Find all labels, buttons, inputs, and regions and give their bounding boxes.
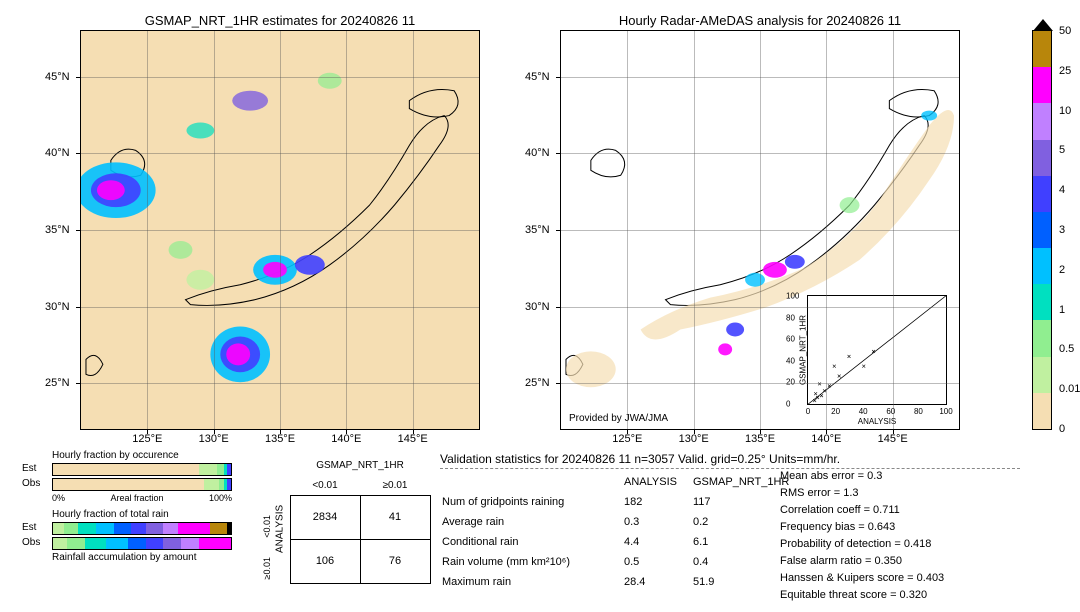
metrics-list: Mean abs error = 0.3RMS error = 1.3Corre…	[780, 468, 944, 604]
obs-label-2: Obs	[22, 537, 40, 548]
metric-row: Correlation coeff = 0.711	[780, 502, 944, 519]
metric-row: RMS error = 1.3	[780, 485, 944, 502]
colorbar-label: 25	[1059, 65, 1071, 77]
stats-row-a: 182	[624, 493, 691, 511]
occurence-obs-bar	[52, 478, 232, 491]
occurence-est-bar	[52, 463, 232, 476]
provided-by-label: Provided by JWA/JMA	[567, 412, 670, 425]
contingency-table: GSMAP_NRT_1HR ANALYSIS <0.01 ≥0.01 2834 …	[270, 455, 430, 583]
colorbar-label: 0.01	[1059, 383, 1080, 395]
colorbar-label: 50	[1059, 25, 1071, 37]
colorbar-label: 4	[1059, 184, 1065, 196]
metric-row: Hanssen & Kuipers score = 0.403	[780, 570, 944, 587]
inset-scatter-plot: GSMAP_NRT_1HR ANALYSIS 00202040406060808…	[807, 295, 947, 405]
colorbar-label: 0	[1059, 423, 1065, 435]
stats-row-label: Rain volume (mm km²10⁶)	[442, 553, 622, 571]
rain-obs-bar	[52, 537, 232, 550]
est-label-2: Est	[22, 522, 36, 533]
inset-xlabel: ANALYSIS	[858, 417, 897, 426]
ct-row-lt: <0.01	[262, 515, 272, 538]
right-map-title: Hourly Radar-AMeDAS analysis for 2024082…	[619, 13, 901, 28]
ct-col-header: GSMAP_NRT_1HR	[290, 455, 430, 475]
colorbar-label: 3	[1059, 224, 1065, 236]
metric-row: Mean abs error = 0.3	[780, 468, 944, 485]
colorbar-arrow-top	[1033, 19, 1053, 31]
metric-row: Probability of detection = 0.418	[780, 536, 944, 553]
ct-cell-10: 106	[290, 539, 361, 584]
left-map-panel: GSMAP_NRT_1HR estimates for 20240826 11 …	[80, 30, 480, 430]
left-map-background	[81, 31, 479, 429]
rain-est-bar	[52, 522, 232, 535]
metric-row: Frequency bias = 0.643	[780, 519, 944, 536]
stats-row-a: 4.4	[624, 533, 691, 551]
right-map-background: Provided by JWA/JMA	[561, 31, 959, 429]
total-rain-title: Hourly fraction of total rain	[52, 509, 232, 520]
inset-svg	[808, 296, 946, 404]
ct-row-header: ANALYSIS	[270, 475, 290, 583]
ct-col-lt: <0.01	[290, 475, 360, 495]
accum-title: Rainfall accumulation by amount	[52, 552, 232, 563]
left-map-title: GSMAP_NRT_1HR estimates for 20240826 11	[145, 13, 416, 28]
stats-row-label: Average rain	[442, 513, 622, 531]
stats-row-a: 0.3	[624, 513, 691, 531]
stats-col1: ANALYSIS	[624, 473, 691, 491]
right-map-panel: Hourly Radar-AMeDAS analysis for 2024082…	[560, 30, 960, 430]
metric-row: Equitable threat score = 0.320	[780, 587, 944, 604]
colorbar-label: 5	[1059, 144, 1065, 156]
colorbar: 502510543210.50.010	[1032, 30, 1052, 430]
axis-mid: Areal fraction	[110, 493, 163, 503]
obs-label: Obs	[22, 478, 40, 489]
est-label: Est	[22, 463, 36, 474]
ct-row-ge: ≥0.01	[262, 557, 272, 579]
stats-row-a: 28.4	[624, 573, 691, 591]
ct-cell-11: 76	[360, 539, 431, 584]
stats-row-label: Num of gridpoints raining	[442, 493, 622, 511]
stats-row-label: Conditional rain	[442, 533, 622, 551]
colorbar-label: 10	[1059, 105, 1071, 117]
stats-row-label: Maximum rain	[442, 573, 622, 591]
validation-title: Validation statistics for 20240826 11 n=…	[440, 452, 1020, 469]
ct-cell-00: 2834	[290, 495, 361, 540]
fraction-bars-section: Hourly fraction by occurence Est Obs 0% …	[52, 450, 232, 565]
ct-col-ge: ≥0.01	[360, 475, 430, 495]
axis-right: 100%	[209, 493, 232, 503]
colorbar-label: 2	[1059, 264, 1065, 276]
metric-row: False alarm ratio = 0.350	[780, 553, 944, 570]
occurence-title: Hourly fraction by occurence	[52, 450, 232, 461]
stats-row-a: 0.5	[624, 553, 691, 571]
axis-left: 0%	[52, 493, 65, 503]
inset-ylabel: GSMAP_NRT_1HR	[799, 315, 808, 385]
colorbar-label: 1	[1059, 304, 1065, 316]
ct-cell-01: 41	[360, 495, 431, 540]
colorbar-label: 0.5	[1059, 343, 1074, 355]
